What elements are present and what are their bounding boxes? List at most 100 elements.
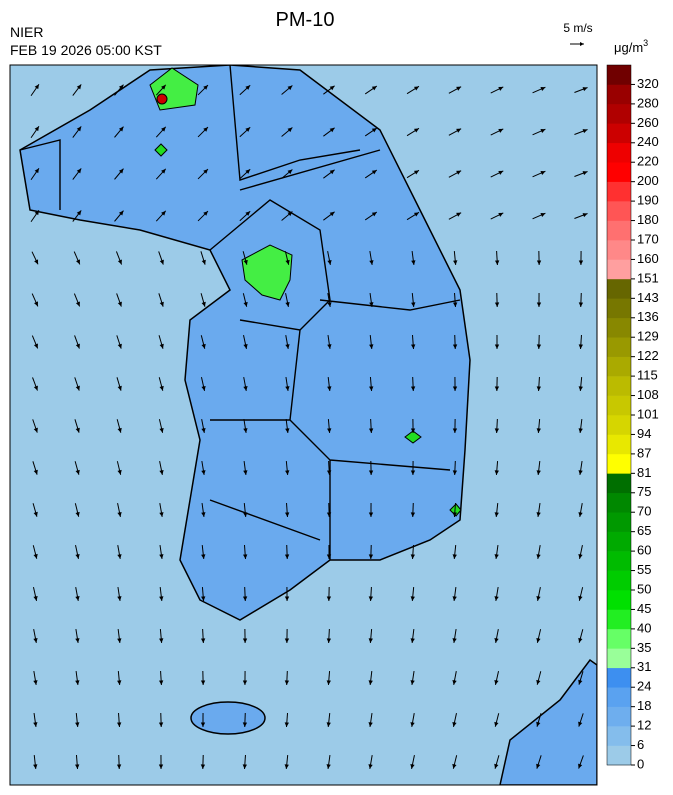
wind-arrow	[368, 544, 374, 560]
wind-arrow	[574, 213, 588, 219]
unit: μg/m	[614, 40, 643, 55]
colorbar-segment	[607, 103, 631, 124]
wind-arrow	[155, 126, 167, 138]
wind-arrow	[494, 587, 499, 601]
wind-arrow-head	[452, 680, 457, 685]
wind-arrow	[158, 754, 164, 770]
colorbar-segment	[607, 162, 631, 182]
wind-arrow-head	[117, 427, 122, 433]
colorbar-segment	[607, 628, 631, 649]
wind-arrow-head	[116, 764, 122, 769]
wind-arrow-head	[203, 211, 208, 216]
wind-arrow-head	[410, 680, 415, 685]
wind-arrow	[116, 335, 122, 349]
wind-arrow-head	[327, 260, 332, 265]
wind-arrow-head	[327, 344, 332, 349]
colorbar-label: 6	[637, 737, 644, 752]
wind-arrow-head	[287, 85, 293, 91]
wind-arrow-head	[117, 554, 122, 559]
wind-arrow	[159, 503, 164, 517]
wind-arrow-head	[34, 301, 39, 307]
wind-arrow	[494, 544, 499, 560]
wind-arrow	[578, 418, 583, 434]
wind-arrow-head	[75, 511, 80, 517]
wind-arrow-head	[34, 126, 39, 132]
wind-arrow	[116, 712, 122, 728]
wind-arrow-head	[452, 344, 458, 349]
colorbar-label: 122	[637, 348, 659, 363]
wind-arrow-head	[243, 386, 248, 391]
wind-arrow-head	[578, 763, 583, 769]
colorbar-segment	[607, 687, 631, 707]
wind-arrow-head	[411, 302, 416, 307]
colorbar-label: 75	[637, 484, 651, 499]
wind-arrow	[114, 84, 124, 96]
colorbar-label: 260	[637, 115, 659, 130]
wind-arrow	[536, 629, 542, 643]
wind-arrow	[200, 377, 206, 391]
wind-arrow-head	[159, 596, 164, 601]
colorbar-segment	[607, 201, 631, 221]
wind-arrow-head	[578, 302, 584, 307]
wind-arrow-head	[369, 386, 374, 391]
wind-arrow	[368, 628, 373, 644]
wind-arrow-head	[536, 512, 541, 517]
colorbar-label: 35	[637, 640, 651, 655]
wind-arrow	[410, 460, 416, 476]
wind-arrow	[406, 169, 420, 179]
wind-arrow	[284, 754, 289, 770]
wind-arrow	[494, 292, 500, 308]
wind-arrow-head	[243, 470, 248, 475]
wind-arrow	[200, 335, 206, 349]
colorbar-segment	[607, 65, 631, 85]
wind-arrow-head	[413, 128, 419, 133]
province-borders	[19, 65, 461, 560]
wind-arrow	[33, 671, 38, 685]
wind-arrow-head	[452, 638, 457, 643]
colorbar-segment	[607, 745, 631, 766]
wind-arrow-head	[326, 680, 331, 685]
wind-arrow-head	[118, 126, 124, 132]
wind-arrow-head	[33, 680, 38, 685]
wind-arrow	[114, 210, 124, 222]
wind-arrow	[75, 712, 80, 728]
wind-arrow	[239, 84, 251, 96]
wind-arrow	[239, 210, 251, 222]
wind-arrow-head	[158, 680, 164, 685]
wind-arrow	[284, 544, 290, 560]
wind-arrow-head	[498, 86, 504, 91]
wind-arrow	[30, 125, 40, 139]
wind-arrow-head	[326, 470, 332, 475]
wind-arrow	[411, 292, 416, 308]
wind-arrow-head	[200, 764, 206, 769]
wind-arrow-head	[413, 86, 419, 91]
wind-arrow	[490, 128, 504, 136]
wind-arrow-head	[201, 385, 206, 391]
wind-arrow-head	[369, 302, 374, 307]
wind-arrow	[201, 586, 206, 602]
hotspot	[156, 93, 168, 105]
wind-arrow-head	[536, 428, 541, 433]
wind-arrow-head	[578, 637, 583, 643]
wind-arrow-head	[368, 470, 374, 475]
wind-arrow	[536, 545, 541, 559]
wind-arrow-head	[243, 554, 248, 559]
wind-arrow	[406, 85, 420, 95]
wind-arrow-head	[245, 127, 251, 132]
wind-arrow	[285, 335, 290, 349]
wind-arrow-head	[158, 764, 164, 769]
wind-arrow	[452, 629, 457, 643]
wind-arrow-head	[159, 343, 164, 349]
wind-arrow	[326, 502, 332, 518]
wind-arrow-head	[413, 170, 419, 175]
wind-arrow	[159, 586, 164, 602]
wind-arrow-head	[327, 428, 332, 433]
wind-arrow	[75, 629, 80, 643]
wind-arrow	[243, 335, 248, 349]
wind-arrow	[284, 670, 290, 686]
wind-arrow	[364, 127, 378, 137]
wind-arrow-head	[582, 129, 588, 134]
wind-arrow-head	[410, 763, 415, 769]
wind-arrow	[158, 377, 164, 391]
